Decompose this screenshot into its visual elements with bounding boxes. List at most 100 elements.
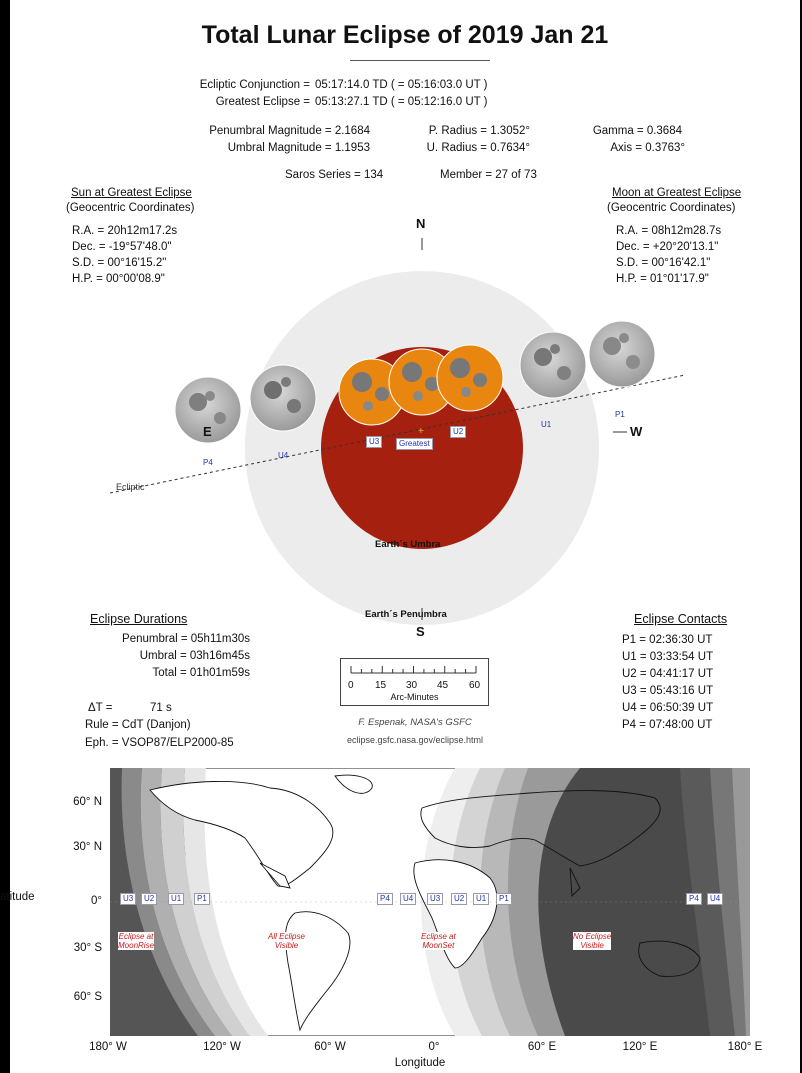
- delta-t-label: ΔT =: [88, 702, 113, 714]
- map-tag-m-u4: U4: [400, 893, 417, 905]
- lat-30n: 30° N: [73, 841, 102, 853]
- band-w1: [110, 768, 198, 1036]
- map-tag-w-u3: U3: [120, 893, 137, 905]
- map-tag-m-p1: P1: [496, 893, 512, 905]
- lat-0: 0°: [91, 895, 102, 907]
- moon-u4: [249, 364, 317, 432]
- page-title: Total Lunar Eclipse of 2019 Jan 21: [201, 21, 609, 49]
- lon-120w: 120° W: [203, 1041, 241, 1053]
- map-tag-w-u1: U1: [168, 893, 185, 905]
- contact-u2: U2 = 04:41:17 UT: [622, 668, 714, 680]
- map-tag-m-u2: U2: [451, 893, 468, 905]
- map-tag-w-u2: U2: [141, 893, 158, 905]
- saros-series: Saros Series = 134: [285, 169, 384, 181]
- greatest-tag: Greatest: [396, 438, 433, 450]
- band-w4: [160, 768, 250, 1036]
- lon-60w: 60° W: [314, 1041, 346, 1053]
- map-tag-m-u3: U3: [427, 893, 444, 905]
- moon-p1: [588, 320, 656, 388]
- moon-sd: S.D. = 00°16'42.1": [616, 257, 711, 269]
- sun-heading: Sun at Greatest Eclipse: [71, 187, 192, 199]
- contact-label-u4: U4: [278, 451, 289, 460]
- contact-p1: P1 = 02:36:30 UT: [622, 634, 713, 646]
- delta-t-value: 71 s: [150, 702, 172, 714]
- region-moonset: Eclipse at MoonSet: [421, 932, 456, 950]
- lon-60e: 60° E: [527, 1041, 557, 1053]
- north-label: N: [416, 216, 426, 231]
- map-tag-m-u1: U1: [473, 893, 490, 905]
- region-moonrise-line2: MoonRise: [118, 941, 155, 950]
- lon-180w: 180° W: [89, 1041, 127, 1053]
- conjunction-value: 05:17:14.0 TD ( = 05:16:03.0 UT ): [315, 79, 488, 91]
- contact-u3: U3 = 05:43:16 UT: [622, 685, 714, 697]
- moon-u1: [519, 331, 587, 399]
- duration-umbral: Umbral = 03h16m45s: [139, 650, 250, 662]
- band-w5: [183, 768, 268, 1036]
- umbral-magnitude: Umbral Magnitude = 1.1953: [227, 142, 370, 154]
- contact-p4: P4 = 07:48:00 UT: [622, 719, 713, 731]
- greatest-label: Greatest Eclipse =: [215, 96, 310, 108]
- region-none-line2: Visible: [580, 941, 604, 950]
- scale-box: 0 15 30 45 60 Arc-Minutes: [340, 658, 489, 706]
- penumbral-magnitude: Penumbral Magnitude = 2.1684: [209, 125, 370, 137]
- greatest-marker: +: [418, 426, 424, 437]
- lon-0: 0°: [428, 1041, 440, 1053]
- greatest-value: 05:13:27.1 TD ( = 05:12:16.0 UT ): [315, 96, 488, 108]
- sun-subheading: (Geocentric Coordinates): [66, 202, 195, 214]
- durations-heading: Eclipse Durations: [90, 612, 188, 626]
- duration-penumbral: Penumbral = 05h11m30s: [122, 633, 250, 645]
- map-ylabel: atitude: [0, 891, 35, 903]
- sun-ra: R.A. = 20h12m17.2s: [72, 225, 178, 237]
- scale-ruler: [350, 666, 477, 674]
- region-moonset-line2: MoonSet: [422, 941, 455, 950]
- scale-label: Arc-Minutes: [390, 692, 439, 702]
- moon-heading: Moon at Greatest Eclipse: [612, 187, 742, 199]
- scale-tick-0: 0: [348, 680, 354, 691]
- scale-tick-30: 30: [406, 680, 418, 691]
- map-tag-m-p4: P4: [377, 893, 393, 905]
- contact-label-p1: P1: [615, 410, 625, 419]
- contact-label-u1: U1: [541, 420, 552, 429]
- region-none: No Eclipse Visible: [573, 932, 612, 950]
- sun-sd: S.D. = 00°16'15.2": [72, 257, 167, 269]
- lat-60n: 60° N: [73, 796, 102, 808]
- region-visible-line1: All Eclipse: [268, 932, 305, 941]
- eph-text: Eph. = VSOP87/ELP2000-85: [85, 737, 234, 749]
- map-tag-e-u4: U4: [707, 893, 724, 905]
- west-label: W: [630, 424, 643, 439]
- sun-hp: H.P. = 00°00'08.9": [72, 273, 165, 285]
- region-moonrise: Eclipse at MoonRise: [118, 932, 155, 950]
- contact-u1: U1 = 03:33:54 UT: [622, 651, 714, 663]
- contact-tag-u2: U2: [450, 426, 467, 438]
- ecliptic-line: [109, 374, 686, 494]
- ecliptic-label: Ecliptic: [116, 482, 145, 492]
- region-visible: All Eclipse Visible: [268, 932, 305, 950]
- scale-tick-15: 15: [375, 680, 387, 691]
- rule-text: Rule = CdT (Danjon): [85, 719, 191, 731]
- region-moonset-line1: Eclipse at: [421, 932, 456, 941]
- region-moonrise-line1: Eclipse at: [118, 932, 154, 941]
- moon-dec: Dec. = +20°20'13.1": [616, 241, 719, 253]
- map-tag-e-p4: P4: [686, 893, 702, 905]
- conjunction-label: Ecliptic Conjunction =: [199, 79, 310, 91]
- moon-ra: R.A. = 08h12m28.7s: [616, 225, 722, 237]
- region-none-line1: No Eclipse: [573, 932, 612, 941]
- title-underline: [350, 60, 490, 61]
- sun-dec: Dec. = -19°57'48.0": [72, 241, 172, 253]
- u-radius: U. Radius = 0.7634°: [426, 142, 530, 154]
- axis: Axis = 0.3763°: [610, 142, 685, 154]
- visibility-map: [110, 768, 750, 1036]
- gamma: Gamma = 0.3684: [592, 125, 682, 137]
- saros-member: Member = 27 of 73: [440, 169, 537, 181]
- penumbra-label: Earth´s Penumbra: [365, 609, 447, 620]
- credit-text: F. Espenak, NASA's GSFC: [358, 717, 472, 728]
- lat-60s: 60° S: [73, 991, 102, 1003]
- lon-180e: 180° E: [727, 1041, 763, 1053]
- lat-30s: 30° S: [73, 942, 102, 954]
- east-label: E: [203, 424, 212, 439]
- south-label: S: [416, 624, 425, 639]
- duration-total: Total = 01h01m59s: [152, 667, 251, 679]
- moon-greatest: [388, 348, 456, 416]
- credit-url: eclipse.gsfc.nasa.gov/eclipse.html: [346, 735, 484, 745]
